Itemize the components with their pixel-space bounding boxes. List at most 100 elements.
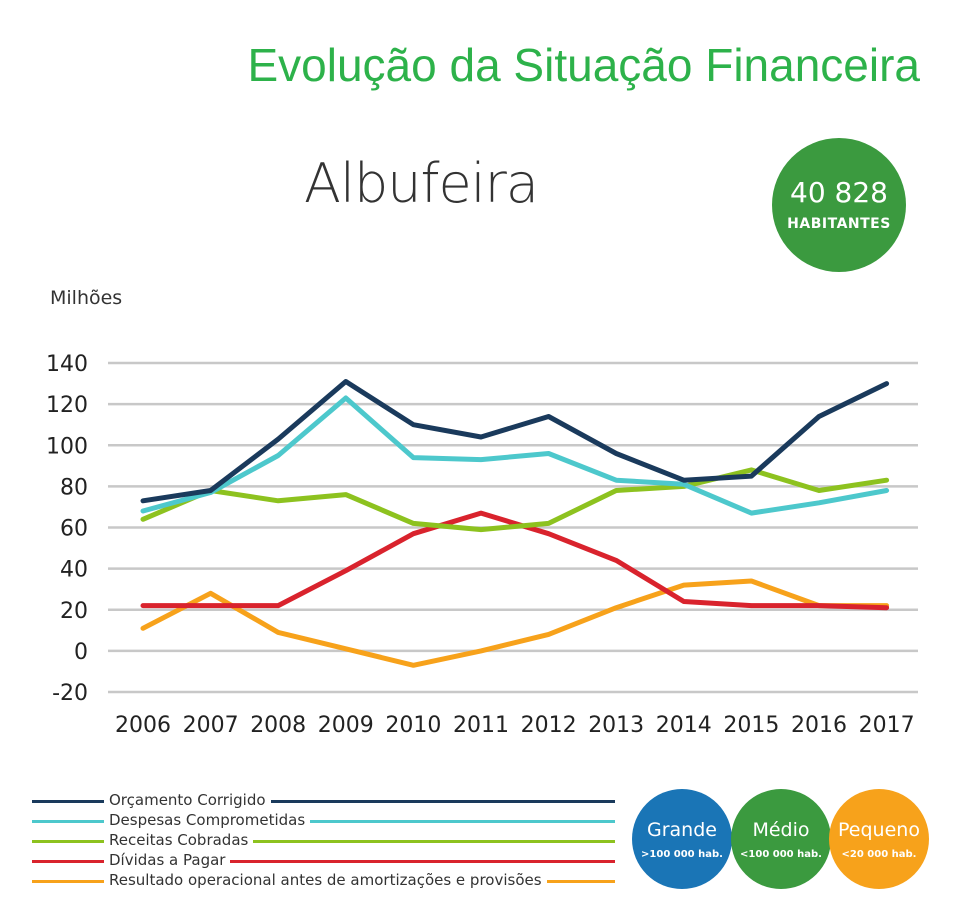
legend-label: Despesas Comprometidas [104,810,311,830]
data-point [480,529,482,531]
data-point [683,483,685,485]
data-point [277,438,279,440]
x-tick-label: 2017 [859,713,915,738]
data-point [210,592,212,594]
data-point [277,605,279,607]
legend-item: Resultado operacional antes de amortizaç… [30,870,630,890]
data-point [818,502,820,504]
population-label: HABITANTES [787,216,891,232]
x-tick-label: 2015 [723,713,779,738]
data-point [142,605,144,607]
y-tick-label: 0 [74,640,88,665]
municipality-name: Albufeira [304,152,539,215]
series-line-0 [140,379,890,504]
data-point [548,522,550,524]
legend-swatch-0 [32,800,615,803]
legend-swatch-1 [32,820,615,823]
y-tick-label: 60 [60,517,88,542]
data-point [548,633,550,635]
population-badge: 40 828 HABITANTES [772,138,906,272]
size-badge-medium: Médio <100 000 hab. [731,789,831,889]
data-point [345,570,347,572]
size-badge-desc: <20 000 hab. [841,849,917,860]
data-point [480,512,482,514]
legend-item: Receitas Cobradas [30,830,630,850]
data-point [683,584,685,586]
data-point [683,479,685,481]
x-tick-label: 2007 [183,713,239,738]
size-badge-large: Grande >100 000 hab. [632,789,732,889]
data-point [615,452,617,454]
size-badge-label: Grande [647,819,717,841]
series-line-2 [140,467,890,533]
y-tick-label: 120 [46,393,88,418]
legend-item: Despesas Comprometidas [30,810,630,830]
size-badge-desc: >100 000 hab. [641,849,723,860]
series-line-3 [140,510,890,611]
data-point [480,459,482,461]
data-point [142,518,144,520]
page-title: Evolução da Situação Financeira [247,39,920,91]
data-point [480,650,482,652]
data-point [412,457,414,459]
data-point [412,522,414,524]
size-badge-small: Pequeno <20 000 hab. [829,789,929,889]
y-tick-label: -20 [52,681,88,706]
legend-item: Orçamento Corrigido [30,790,630,810]
data-point [210,605,212,607]
data-point [818,415,820,417]
data-point [750,469,752,471]
data-point [750,580,752,582]
y-tick-label: 80 [60,475,88,500]
y-tick-label: 20 [60,599,88,624]
x-tick-label: 2011 [453,713,509,738]
data-point [615,489,617,491]
data-point [142,500,144,502]
data-point [615,479,617,481]
x-tick-label: 2009 [318,713,374,738]
data-point [818,605,820,607]
legend-label: Resultado operacional antes de amortizaç… [104,870,547,890]
data-point [548,415,550,417]
data-point [345,381,347,383]
data-point [750,605,752,607]
legend-label: Dívidas a Pagar [104,850,231,870]
chart-legend: Orçamento Corrigido Despesas Comprometid… [30,790,630,890]
data-point [683,601,685,603]
size-badge-desc: <100 000 hab. [740,849,822,860]
legend-item: Dívidas a Pagar [30,850,630,870]
y-tick-label: 140 [46,352,88,377]
population-value: 40 828 [790,176,888,209]
data-point [886,489,888,491]
series-line-1 [140,395,890,516]
x-tick-label: 2016 [791,713,847,738]
data-point [548,452,550,454]
data-point [886,383,888,385]
legend-swatch-2 [32,840,615,843]
data-point [345,648,347,650]
data-point [142,627,144,629]
data-point [615,607,617,609]
legend-label: Orçamento Corrigido [104,790,271,810]
x-tick-label: 2006 [115,713,171,738]
data-point [818,489,820,491]
x-tick-label: 2013 [588,713,644,738]
data-point [277,500,279,502]
data-point [480,436,482,438]
data-point [750,512,752,514]
y-tick-label: 100 [46,434,88,459]
data-point [345,397,347,399]
size-badge-label: Pequeno [838,819,920,841]
y-tick-label: 40 [60,558,88,583]
legend-label: Receitas Cobradas [104,830,254,850]
x-tick-label: 2012 [521,713,577,738]
data-point [210,489,212,491]
data-point [615,559,617,561]
data-point [412,664,414,666]
legend-swatch-3 [32,860,615,863]
x-tick-label: 2008 [250,713,306,738]
data-point [548,533,550,535]
data-point [345,494,347,496]
y-axis-unit-label: Milhões [50,287,123,309]
